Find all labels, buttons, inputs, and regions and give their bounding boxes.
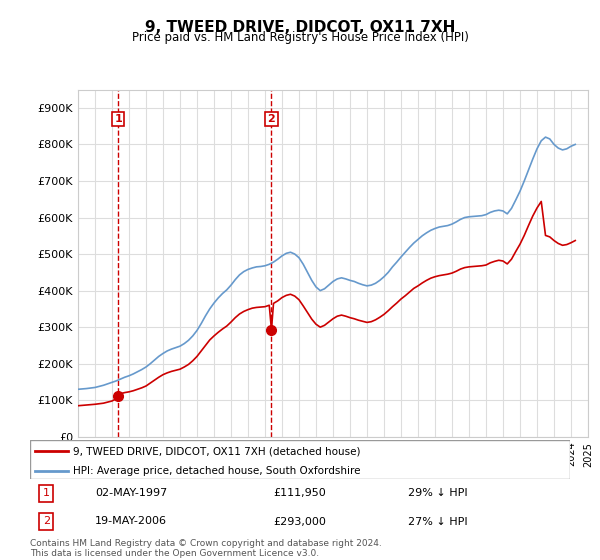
Text: £111,950: £111,950	[273, 488, 326, 498]
Text: 19-MAY-2006: 19-MAY-2006	[95, 516, 167, 526]
Text: £293,000: £293,000	[273, 516, 326, 526]
Text: 9, TWEED DRIVE, DIDCOT, OX11 7XH (detached house): 9, TWEED DRIVE, DIDCOT, OX11 7XH (detach…	[73, 446, 361, 456]
Text: 9, TWEED DRIVE, DIDCOT, OX11 7XH: 9, TWEED DRIVE, DIDCOT, OX11 7XH	[145, 20, 455, 35]
Text: 29% ↓ HPI: 29% ↓ HPI	[408, 488, 467, 498]
Text: 27% ↓ HPI: 27% ↓ HPI	[408, 516, 467, 526]
FancyBboxPatch shape	[30, 440, 570, 479]
Text: 2: 2	[43, 516, 50, 526]
Text: 02-MAY-1997: 02-MAY-1997	[95, 488, 167, 498]
Text: Contains HM Land Registry data © Crown copyright and database right 2024.
This d: Contains HM Land Registry data © Crown c…	[30, 539, 382, 558]
Text: 2: 2	[268, 114, 275, 124]
Text: 1: 1	[43, 488, 50, 498]
Text: HPI: Average price, detached house, South Oxfordshire: HPI: Average price, detached house, Sout…	[73, 466, 361, 476]
Text: Price paid vs. HM Land Registry's House Price Index (HPI): Price paid vs. HM Land Registry's House …	[131, 31, 469, 44]
Text: 1: 1	[115, 114, 122, 124]
